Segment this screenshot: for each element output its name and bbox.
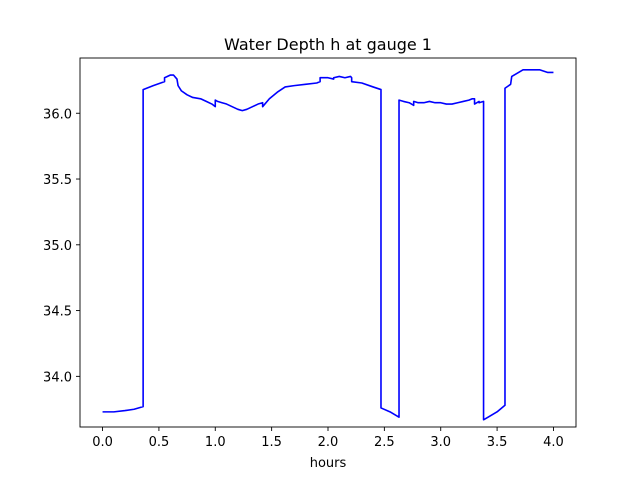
x-axis-label: hours <box>310 456 347 471</box>
x-tick-label: 3.0 <box>430 435 451 450</box>
y-tick-label: 35.5 <box>43 173 72 188</box>
y-tick-label: 35.0 <box>43 239 72 254</box>
x-tick-label: 1.0 <box>205 435 226 450</box>
x-tick-label: 2.0 <box>318 435 339 450</box>
x-axis-ticks: 0.0 0.5 1.0 1.5 2.0 2.5 3.0 3.5 4.0 <box>92 427 564 450</box>
y-tick-label: 34.0 <box>43 370 72 385</box>
y-tick-label: 34.5 <box>43 305 72 320</box>
x-tick-label: 4.0 <box>543 435 564 450</box>
x-tick-label: 2.5 <box>374 435 395 450</box>
x-tick-label: 0.0 <box>92 435 113 450</box>
series-line-1 <box>102 69 554 421</box>
y-tick-label: 36.0 <box>43 107 72 122</box>
y-axis-ticks: 34.0 34.5 35.0 35.5 36.0 <box>43 107 80 385</box>
x-tick-label: 1.5 <box>261 435 282 450</box>
chart-title: Water Depth h at gauge 1 <box>224 35 432 54</box>
x-tick-label: 3.5 <box>487 435 508 450</box>
x-tick-label: 0.5 <box>149 435 170 450</box>
